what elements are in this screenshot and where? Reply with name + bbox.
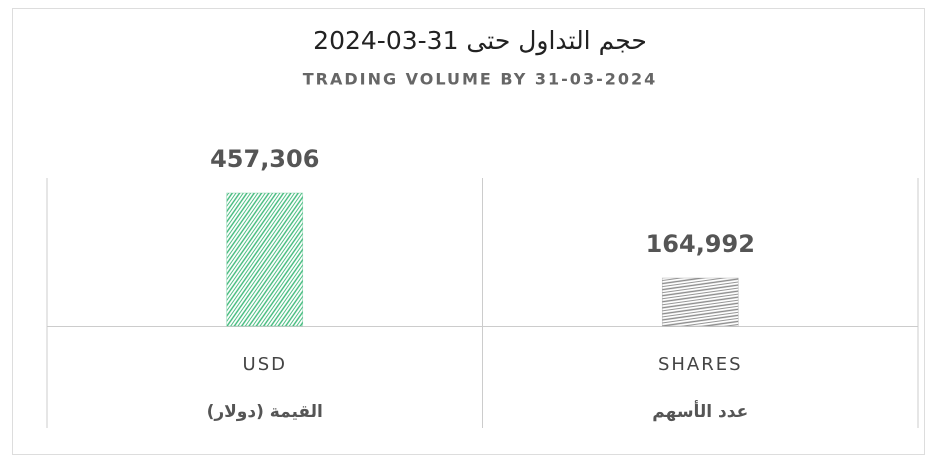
category-label: USD xyxy=(243,354,287,375)
category-label: SHARES xyxy=(658,354,743,375)
frame xyxy=(12,8,925,455)
category-label-ar: القيمة (دولار) xyxy=(207,402,323,422)
data-label: 164,992 xyxy=(646,230,755,258)
chart-title: حجم التداول حتى 31-03-2024 xyxy=(313,26,647,56)
bar xyxy=(226,192,304,327)
data-label: 457,306 xyxy=(210,145,319,173)
chart-subtitle: TRADING VOLUME BY 31-03-2024 xyxy=(303,70,658,89)
bar xyxy=(661,277,739,327)
category-label-ar: عدد الأسهم xyxy=(652,400,748,422)
